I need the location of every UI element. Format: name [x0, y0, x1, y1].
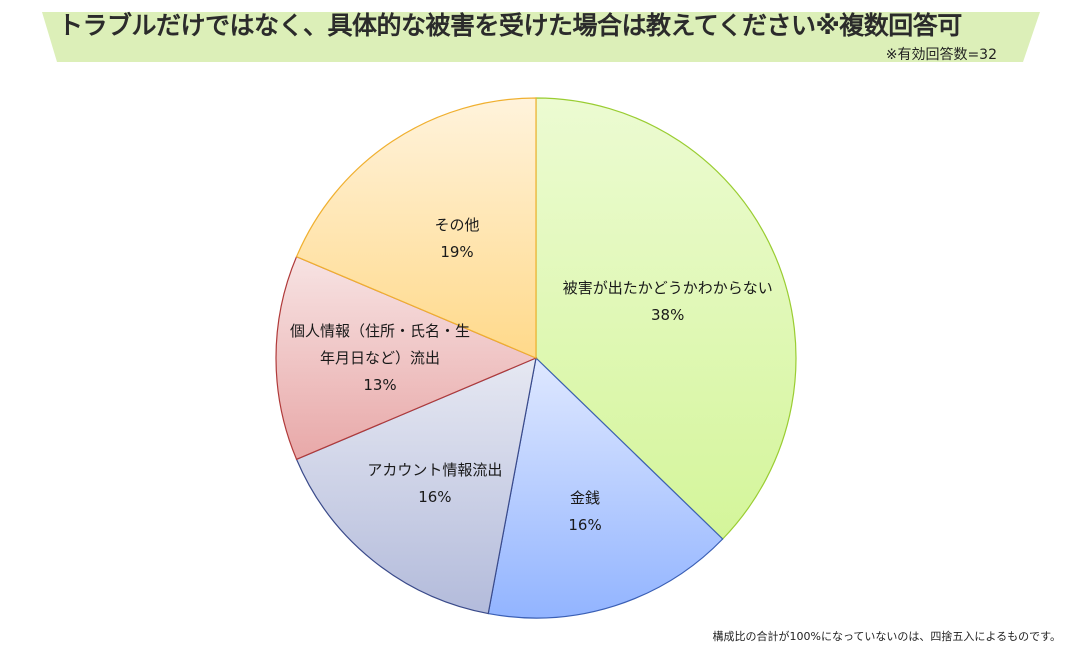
chart-title: トラブルだけではなく、具体的な被害を受けた場合は教えてください※複数回答可	[58, 11, 962, 40]
slice-category-label: アカウント情報流出	[367, 460, 503, 479]
pie-slice-2	[295, 357, 537, 615]
slice-value-label: 16%	[418, 487, 452, 506]
slice-label-0: 被害が出たかどうかわからない 38%	[563, 275, 773, 329]
title-banner-shape	[42, 12, 1040, 62]
slice-label-1: 金銭 16%	[568, 485, 601, 539]
pie-slice-0	[535, 97, 797, 540]
title-banner: トラブルだけではなく、具体的な被害を受けた場合は教えてください※複数回答可 ※有…	[0, 0, 1075, 70]
pie-slice-1	[487, 356, 724, 619]
pie-chart	[275, 97, 797, 619]
slice-value-label: 16%	[568, 515, 602, 534]
pie-slice-4	[295, 97, 537, 359]
slice-category-label: 金銭	[570, 488, 601, 507]
slice-category-label: 個人情報（住所・氏名・生	[290, 321, 471, 340]
slice-label-4: その他 19%	[435, 212, 480, 266]
slice-value-label: 19%	[440, 242, 474, 261]
slice-value-label: 13%	[363, 375, 397, 394]
slice-label-3: 個人情報（住所・氏名・生 年月日など）流出 13%	[290, 318, 470, 399]
slice-category-label: 年月日など）流出	[320, 348, 441, 367]
pie-chart-area: 被害が出たかどうかわからない 38% 金銭 16% アカウント情報流出 16% 個人情報（住…	[0, 70, 1075, 630]
slice-value-label: 38%	[651, 306, 685, 325]
response-count-note: ※有効回答数=32	[885, 47, 997, 63]
slice-label-2: アカウント情報流出 16%	[367, 457, 502, 511]
slice-category-label: 被害が出たかどうかわからない	[562, 279, 773, 298]
pie-slice-3	[275, 255, 538, 461]
rounding-footnote: 構成比の合計が100%になっていないのは、四捨五入によるものです。	[712, 630, 1061, 643]
slice-category-label: その他	[434, 215, 480, 234]
